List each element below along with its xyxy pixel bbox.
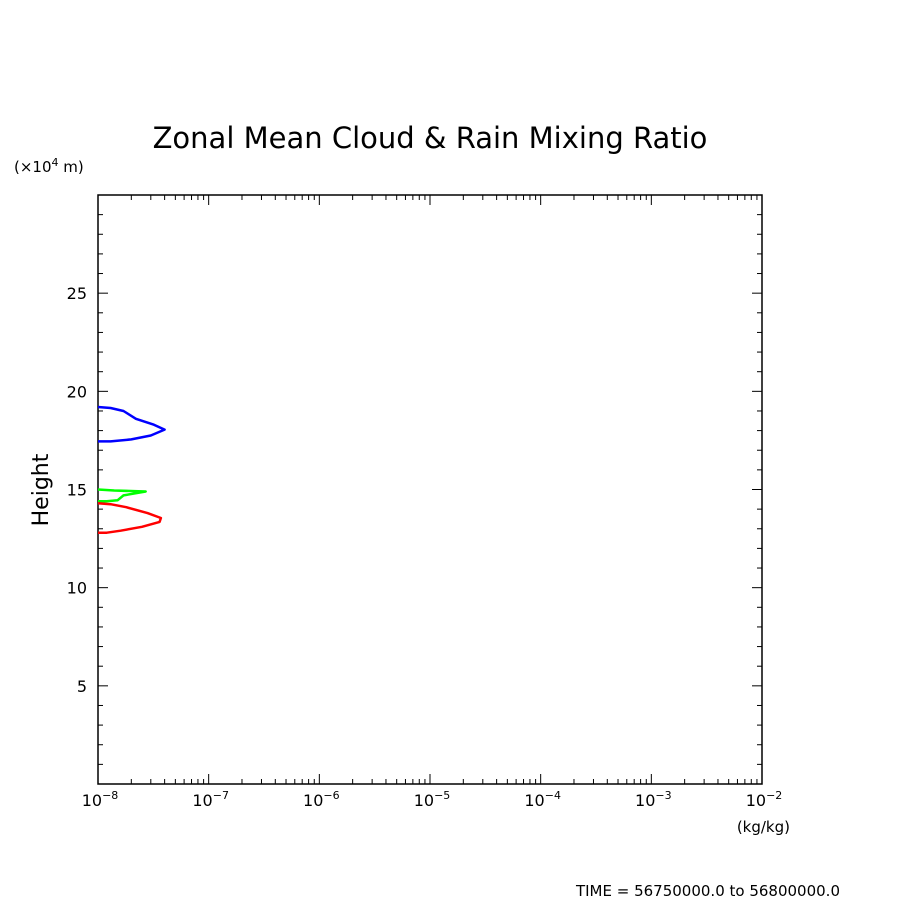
x-tick-label: 10−6 — [303, 789, 340, 810]
y-tick-label: 15 — [67, 481, 87, 500]
y-tick-label: 20 — [67, 382, 87, 401]
x-tick-label: 10−2 — [746, 789, 783, 810]
x-tick-label: 10−8 — [82, 789, 119, 810]
x-tick-label: 10−7 — [192, 789, 229, 810]
series-layer — [97, 405, 166, 534]
x-tick-label: 10−4 — [524, 789, 561, 810]
x-unit-label: (kg/kg) — [737, 818, 790, 836]
x-tick-label: 10−5 — [414, 789, 451, 810]
y-tick-label: 5 — [77, 677, 87, 696]
time-range-label: TIME = 56750000.0 to 56800000.0 — [575, 882, 840, 900]
y-tick-label: 10 — [67, 579, 87, 598]
x-tick-label: 10−3 — [635, 789, 672, 810]
tick-labels: 10−8 10−7 10−6 10−5 10−4 10−3 10−2 5 10 15 20 25 — [67, 284, 783, 810]
y-unit-label: (×104 m) — [14, 156, 84, 176]
series-line-2 — [97, 488, 147, 503]
y-tick-label: 25 — [67, 284, 87, 303]
y-unit-exponent: 4 — [52, 156, 59, 169]
series-line-3 — [97, 501, 163, 534]
plot-frame — [97, 194, 763, 785]
series-line-1 — [97, 405, 166, 443]
axis-ticks — [97, 195, 762, 784]
y-axis-label: Height — [29, 453, 54, 526]
chart-title: Zonal Mean Cloud & Rain Mixing Ratio — [153, 121, 708, 155]
